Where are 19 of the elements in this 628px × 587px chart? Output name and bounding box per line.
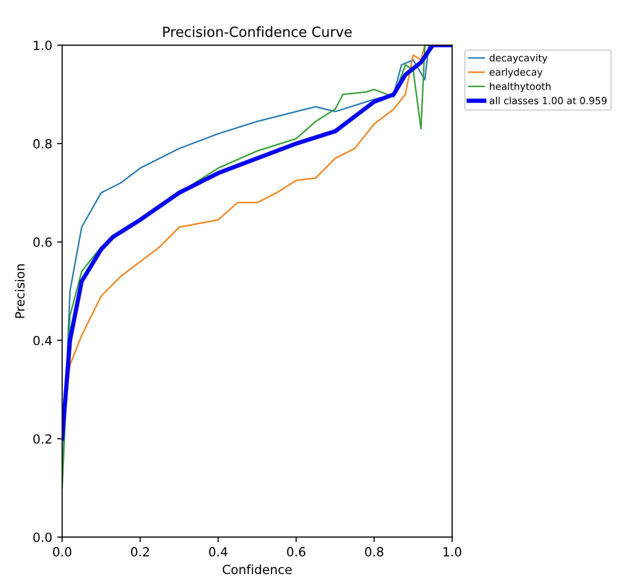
x-tick-label: 0.4 bbox=[209, 547, 228, 557]
x-tick-label: 0.2 bbox=[131, 547, 149, 557]
x-tick-label: 0.0 bbox=[53, 547, 72, 557]
y-axis-title: Precision bbox=[14, 264, 25, 318]
legend-label: healthytooth bbox=[490, 82, 551, 92]
y-tick-label: 0.0 bbox=[33, 532, 52, 542]
y-tick-label: 0.6 bbox=[33, 237, 52, 247]
y-tick-label: 0.8 bbox=[33, 139, 52, 149]
y-tick-label: 1.0 bbox=[34, 40, 52, 50]
chart-title: Precision-Confidence Curve bbox=[163, 26, 352, 38]
y-tick-label: 0.4 bbox=[33, 336, 52, 346]
legend-label: all classes 1.00 at 0.959 bbox=[490, 96, 607, 104]
legend-label: earlydecay bbox=[490, 68, 542, 78]
legend-label: decaycavity bbox=[490, 54, 548, 64]
x-tick-label: 0.6 bbox=[287, 547, 306, 557]
x-tick-label: 0.8 bbox=[365, 547, 384, 557]
x-axis-title: Confidence bbox=[222, 564, 292, 574]
x-tick-label: 1.0 bbox=[444, 547, 462, 557]
y-tick-label: 0.2 bbox=[33, 434, 52, 444]
